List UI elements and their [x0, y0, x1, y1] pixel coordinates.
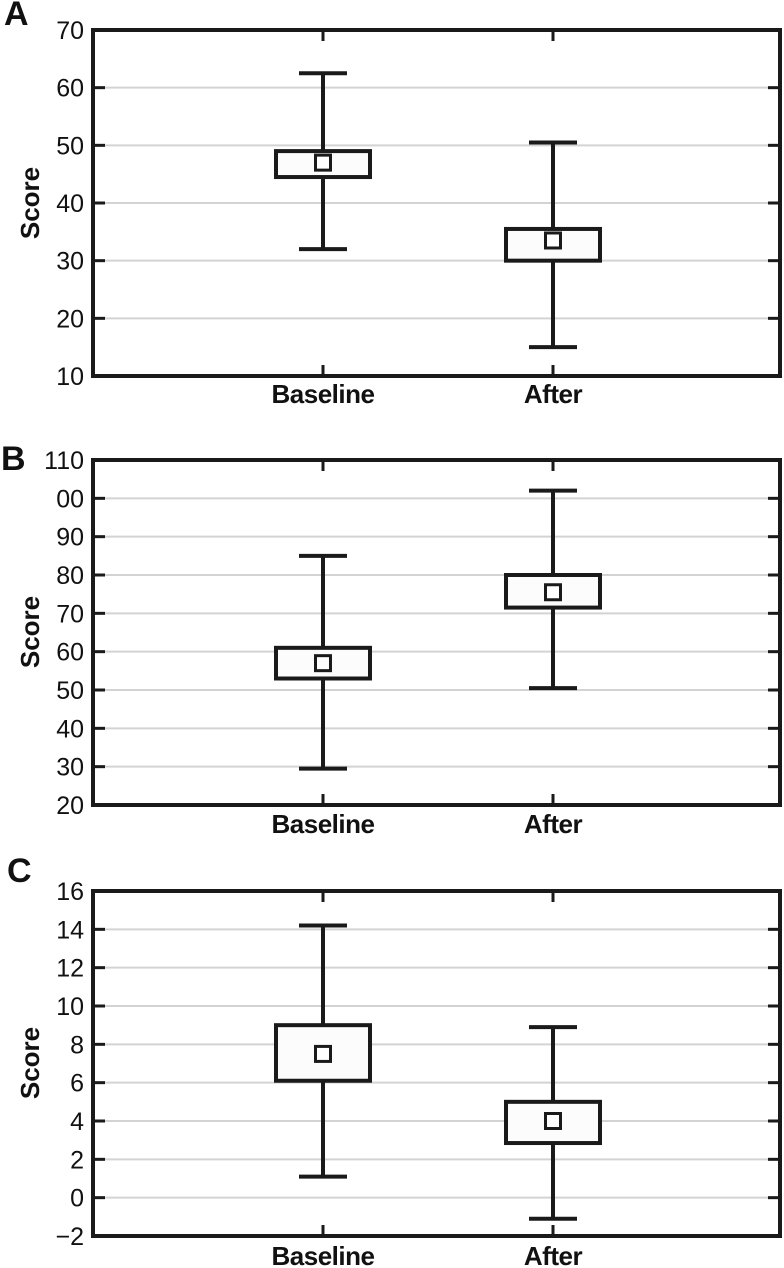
panel-label-b: B [1, 440, 26, 478]
y-tick-label: 16 [56, 878, 84, 906]
y-tick-label: 0 [70, 1185, 84, 1213]
y-tick-label: 80 [56, 562, 84, 590]
mean-marker [544, 231, 562, 250]
y-tick-label: 40 [56, 715, 84, 743]
y-tick-label: 70 [56, 600, 84, 628]
x-category-baseline-b: Baseline [271, 809, 375, 839]
y-tick-label: 12 [56, 955, 84, 983]
mean-marker [314, 654, 332, 673]
y-tick-label: 60 [56, 639, 84, 667]
plot-frame [91, 889, 782, 1238]
mean-marker [544, 1112, 562, 1130]
y-tick-label: 70 [56, 17, 84, 45]
x-category-baseline-c: Baseline [271, 1241, 375, 1268]
y-tick-label: 14 [56, 916, 84, 944]
y-axis-title-c: Score [15, 1026, 45, 1100]
y-tick-label: 10 [56, 363, 84, 391]
mean-marker [314, 1044, 332, 1063]
y-tick-label: 20 [56, 305, 84, 333]
y-tick-label: 110 [44, 447, 84, 475]
y-tick-label: 90 [56, 524, 84, 552]
y-tick-label: 20 [56, 792, 84, 820]
y-tick-label: 30 [56, 248, 84, 276]
y-axis-title-b: Score [15, 595, 45, 669]
mean-marker [314, 153, 332, 172]
y-tick-label: 60 [56, 75, 84, 103]
panel-label-a: A [4, 0, 29, 33]
y-tick-label: 10 [56, 993, 84, 1021]
plot-frame [91, 28, 782, 378]
y-tick-label: −2 [55, 1223, 84, 1251]
panel-label-c: C [7, 852, 32, 890]
y-tick-label: 4 [70, 1108, 84, 1136]
y-tick-label: 30 [56, 754, 84, 782]
x-category-after-a: After [523, 379, 583, 409]
x-category-after-b: After [523, 809, 583, 839]
y-tick-label: 6 [70, 1070, 84, 1098]
plot-frame [91, 458, 782, 807]
y-tick-label: 8 [70, 1031, 84, 1059]
y-tick-label: 50 [56, 132, 84, 160]
x-category-baseline-a: Baseline [271, 379, 375, 409]
y-tick-label: 00 [56, 485, 84, 513]
y-axis-title-a: Score [15, 166, 45, 240]
mean-marker [544, 583, 562, 602]
y-tick-label: 50 [56, 677, 84, 705]
y-tick-label: 2 [70, 1146, 84, 1174]
x-category-after-c: After [523, 1241, 583, 1268]
y-tick-label: 40 [56, 190, 84, 218]
